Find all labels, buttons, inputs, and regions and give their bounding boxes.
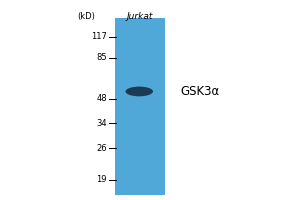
- Text: Jurkat: Jurkat: [127, 12, 153, 21]
- Text: 34: 34: [96, 119, 107, 128]
- Text: 19: 19: [97, 175, 107, 184]
- Text: (kD): (kD): [77, 12, 95, 21]
- Bar: [115, 18, 165, 195]
- Text: 85: 85: [96, 53, 107, 62]
- Text: 117: 117: [91, 32, 107, 41]
- Text: 26: 26: [96, 144, 107, 153]
- Ellipse shape: [125, 87, 153, 96]
- Text: 48: 48: [96, 94, 107, 103]
- Text: GSK3α: GSK3α: [180, 85, 219, 98]
